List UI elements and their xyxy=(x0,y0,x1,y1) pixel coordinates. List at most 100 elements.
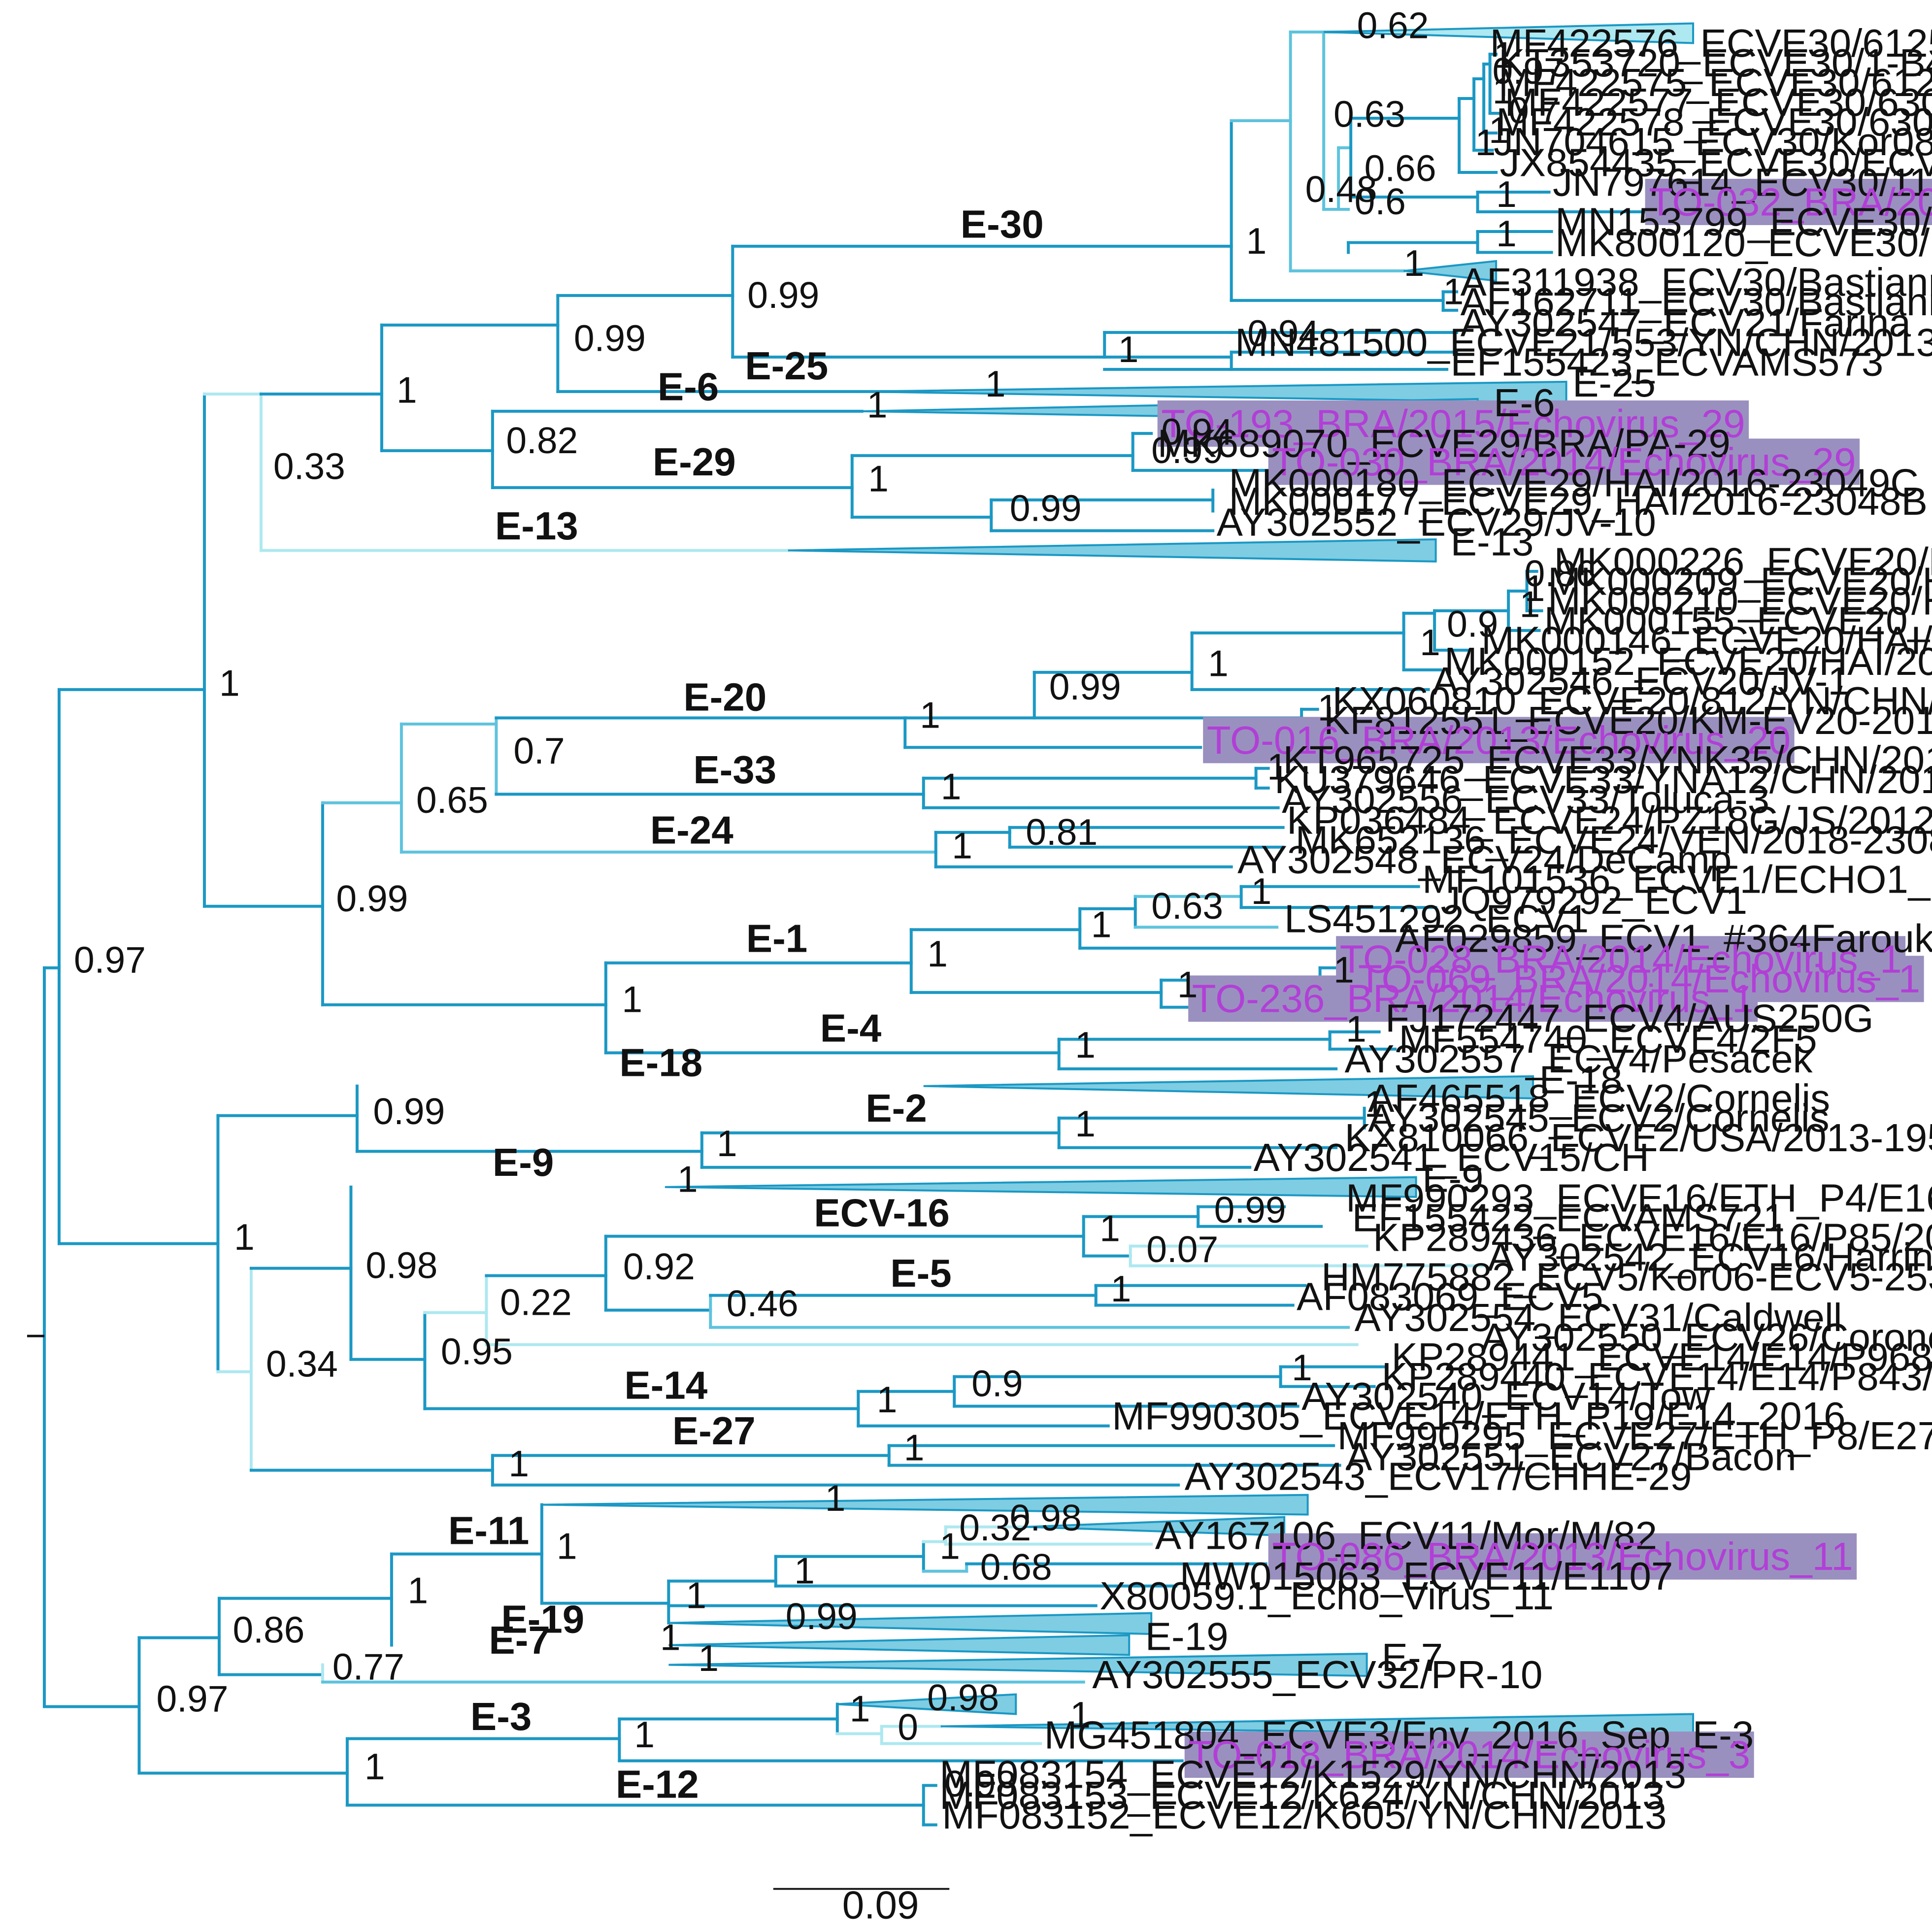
clade-label: E-14 xyxy=(624,1364,707,1407)
support-value: 0.62 xyxy=(1357,4,1429,46)
support-value: 1 xyxy=(1420,622,1440,663)
tip-label: AY302557_ECV4/Pesacek xyxy=(1345,1037,1813,1081)
support-value: 0.94 xyxy=(1247,312,1319,354)
tip-highlight xyxy=(1268,1533,1857,1580)
support-value: 0.9 xyxy=(1447,603,1498,644)
tip-label: MK000146_ECVE20/HAI/2016-23038B xyxy=(1481,618,1932,662)
support-value: 1 xyxy=(622,979,642,1020)
tip-label: AF162711_ECV30/Bastianni xyxy=(1461,280,1932,324)
scale-bar-label: 0.09 xyxy=(842,1883,919,1927)
collapsed-clade-wedge xyxy=(665,1176,1417,1198)
tip-label: MW015063_ECVE11/E1107 xyxy=(1180,1554,1673,1598)
support-value: 1 xyxy=(1496,173,1517,215)
support-value: 0.86 xyxy=(233,1609,304,1651)
collapsed-clade-wedge xyxy=(1026,1516,1286,1537)
support-value: 1 xyxy=(867,384,888,425)
tip-label: AY302543_ECV17/CHHE-29 xyxy=(1185,1455,1692,1499)
collapsed-clade-wedge xyxy=(1324,22,1695,44)
support-value: 0.98 xyxy=(944,1763,1016,1804)
clade-label: E-3 xyxy=(470,1695,532,1738)
tip-label: MK000177_ECVE29_HAI/2016-23048B xyxy=(1229,479,1928,523)
collapsed-clade-label: E-18 xyxy=(1539,1058,1623,1102)
tip-label: MF083153_ECVE12/K624/YN/CHN/2013 xyxy=(939,1773,1664,1817)
tip-label: MK000152_ECVE20/HAI/2016-23041B xyxy=(1444,639,1932,683)
collapsed-clade-wedge xyxy=(837,1693,1017,1715)
support-value: 0.33 xyxy=(273,445,345,487)
support-value: 1 xyxy=(1489,109,1509,151)
tip-label: EF155422_ECVAMS721 xyxy=(1352,1196,1785,1240)
tip-label: HM775882_ECV5/Kor06-ECV5-253cn xyxy=(1321,1255,1932,1299)
tip-label: AY302555_ECV32/PR-10 xyxy=(1092,1653,1542,1697)
tree-branches xyxy=(42,30,1647,1827)
support-value: 0.65 xyxy=(416,779,488,821)
tip-label: AF311938_ECV30/Bastianni xyxy=(1461,260,1932,304)
support-value: 0.81 xyxy=(1026,811,1098,853)
support-value: 1 xyxy=(941,766,962,807)
support-value: 0.99 xyxy=(574,317,646,359)
clade-label: E-4 xyxy=(820,1006,882,1050)
clade-label: E-19 xyxy=(501,1598,584,1641)
collapsed-clade-label: E-19 xyxy=(1145,1615,1229,1659)
tip-label: MN481500_ECVE21/553/YN/CHN/2013 xyxy=(1235,320,1932,364)
clade-label: E-30 xyxy=(961,202,1044,246)
support-value: 0.63 xyxy=(1151,885,1223,927)
support-value: 0.46 xyxy=(727,1283,799,1324)
support-value: 0 xyxy=(898,1706,918,1748)
collapsed-clade-label: E-25 xyxy=(1572,361,1656,405)
tip-label: MK800120_ECVE30/USA/2018-23125 xyxy=(1555,221,1932,265)
tip-label: MF083152_ECVE12/K605/YN/CHN/2013 xyxy=(942,1793,1666,1837)
tip-label: TO-016_BRA/2013/Echovirus_20 xyxy=(1207,718,1791,762)
support-value: 1 xyxy=(1346,1008,1366,1050)
tip-label: KP289440_ECVE14/E14/P843/2013/China xyxy=(1382,1355,1932,1399)
support-value: 1 xyxy=(904,1427,925,1468)
support-value: 1 xyxy=(794,1550,815,1592)
tip-label: MF990305_ECVE14/ETH_P19/E14_2016 xyxy=(1112,1394,1845,1438)
tip-label: TO-193_BRA/2015/Echovirus_29 xyxy=(1161,401,1745,445)
tip-label: JN704615_ECV30/Kor08-ECV30 xyxy=(1494,120,1932,164)
clade-label: E-18 xyxy=(619,1041,702,1085)
support-value: 1 xyxy=(686,1575,706,1616)
tip-label: AY302540_ECV14/Tow xyxy=(1301,1374,1710,1418)
tip-label: MF554740_ECVE4/2F5 xyxy=(1399,1017,1817,1061)
tip-label: MK000180_ECVE29/HAI/2016-23049C xyxy=(1229,461,1919,504)
support-value: 0.98 xyxy=(366,1245,437,1286)
support-value: 1 xyxy=(985,363,1006,404)
collapsed-clade-wedge xyxy=(1403,260,1498,282)
tip-label: MK000209_ECVE20/HAI/2016-23068B xyxy=(1548,559,1932,603)
support-value: 1 xyxy=(927,933,948,974)
support-value: 0.98 xyxy=(1010,1497,1082,1538)
tip-label: MF083154_ECVE12/K1529/YN/CHN/2013 xyxy=(939,1753,1686,1797)
clade-label: E-2 xyxy=(866,1086,927,1130)
tip-label: MN153799_ECVE30/USA/2015/CA-RGDS-1046 xyxy=(1555,200,1932,243)
tip-label: KU379646_ECVE33/YNA12/CHN/2013 xyxy=(1274,758,1932,801)
support-value: 0.95 xyxy=(441,1331,513,1372)
collapsed-clade-label: E-6 xyxy=(1494,381,1555,425)
collapsed-clade-wedge xyxy=(940,1713,1695,1737)
tip-label: EF155423_ECVAMS573 xyxy=(1451,340,1884,384)
clade-label: E-12 xyxy=(616,1763,699,1806)
clade-label: E-25 xyxy=(745,344,828,388)
clade-label: E-5 xyxy=(890,1251,951,1295)
tip-label: TO-030_BRA/2014/Echovirus_29 xyxy=(1272,440,1856,484)
support-value: 1 xyxy=(1267,746,1288,787)
tip-highlight xyxy=(1268,438,1860,485)
tip-label: X80059.1_Echo_Virus_11 xyxy=(1099,1574,1554,1618)
tip-label: MK000155_ECVE20_HAI/2016-23085B xyxy=(1544,599,1932,642)
collapsed-clade-wedge xyxy=(668,1634,1131,1656)
tip-label: AY167106_ECV11/Mor/M/82 xyxy=(1155,1514,1657,1558)
clade-label: E-24 xyxy=(650,808,733,852)
support-value: 0.68 xyxy=(980,1546,1052,1588)
tip-label: AY302552_ECV29/JV-10 xyxy=(1217,500,1656,544)
support-value: 0.97 xyxy=(1493,50,1565,92)
support-value: 1 xyxy=(1246,220,1267,262)
tip-label: MG451804_ECVE3/Env_2016_Sep_E-3 xyxy=(1044,1713,1754,1757)
tip-label: MF422578_ECVE30/63039-1999 xyxy=(1496,100,1932,144)
support-value: 1 xyxy=(952,825,972,866)
tip-label: KP036484_ECVE24/PZ18G/JS/20120703 xyxy=(1287,798,1932,842)
support-value: 1 xyxy=(1075,1024,1096,1066)
support-value: 0.99 xyxy=(747,274,819,316)
support-value: 1 xyxy=(1525,567,1545,609)
support-value: 0.07 xyxy=(1146,1229,1218,1270)
support-value: 0.6 xyxy=(1355,181,1406,222)
support-value: 0.9 xyxy=(971,1363,1023,1404)
